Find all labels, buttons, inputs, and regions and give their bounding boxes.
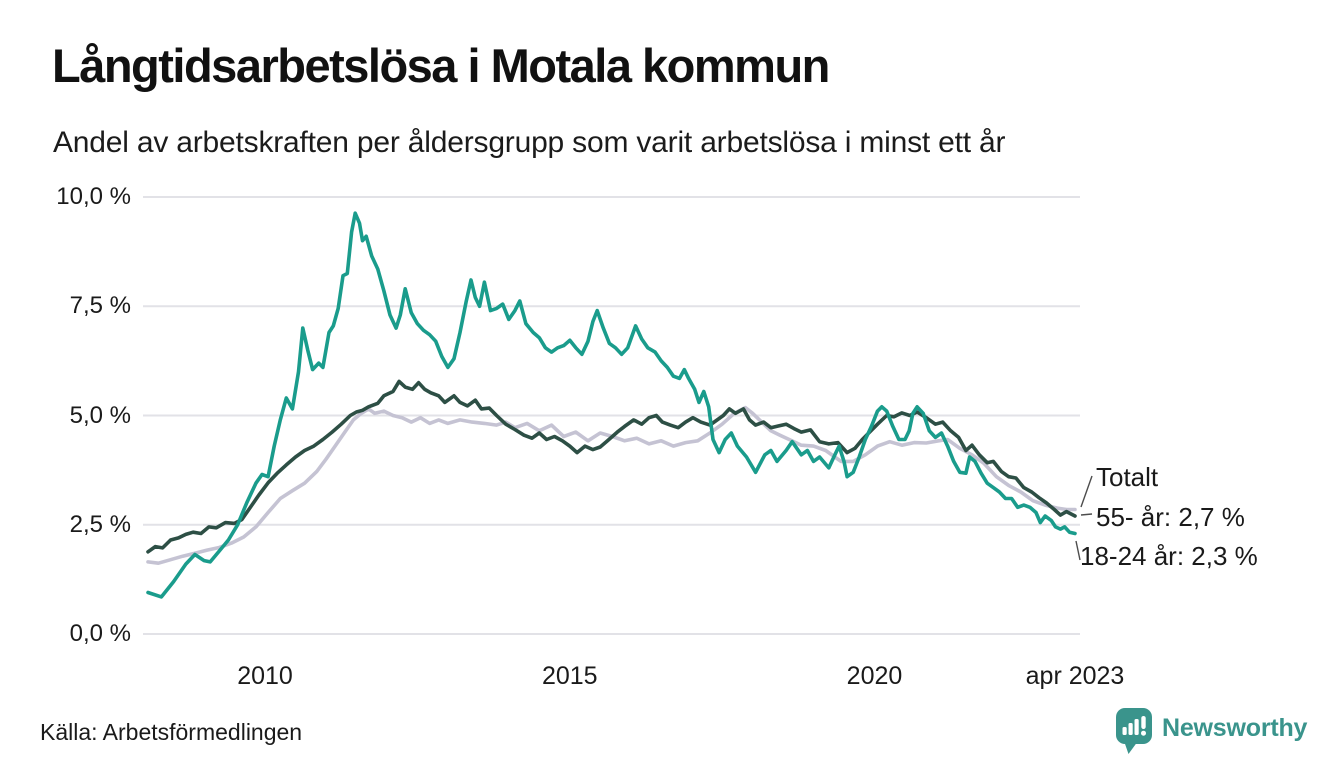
label-leader-line xyxy=(1075,540,1081,561)
label-leader-line xyxy=(1080,475,1093,508)
source-note: Källa: Arbetsförmedlingen xyxy=(40,719,303,745)
series-line-55-r xyxy=(146,379,1077,554)
label-leader-line xyxy=(1080,513,1093,516)
page-title: Långtidsarbetslösa i Motala kommun xyxy=(52,39,830,92)
newsworthy-bubble-chart-icon xyxy=(1115,706,1155,756)
y-tick-label: 10,0 % xyxy=(56,183,131,210)
chart-subtitle: Andel av arbetskraften per åldersgrupp s… xyxy=(53,126,1006,159)
y-tick-label: 2,5 % xyxy=(69,510,131,538)
series-end-label-18-24: 18-24 år: 2,3 % xyxy=(1080,541,1258,571)
series-line-totalt xyxy=(146,405,1077,566)
x-tick-label: 2015 xyxy=(541,662,598,690)
y-tick-label: 0,0 % xyxy=(69,620,131,647)
y-tick-label: 5,0 % xyxy=(69,401,131,429)
x-tick-label: apr 2023 xyxy=(1025,662,1125,690)
brand-logo: Newsworthy xyxy=(1115,706,1307,756)
series-line-18-24-r xyxy=(146,211,1077,599)
series-end-label-55: 55- år: 2,7 % xyxy=(1096,502,1245,532)
brand-name: Newsworthy xyxy=(1162,713,1308,742)
x-tick-label: 2010 xyxy=(237,662,293,690)
series-end-label-totalt: Totalt xyxy=(1096,462,1159,492)
x-tick-label: 2020 xyxy=(846,662,903,690)
y-tick-label: 7,5 % xyxy=(69,292,131,320)
